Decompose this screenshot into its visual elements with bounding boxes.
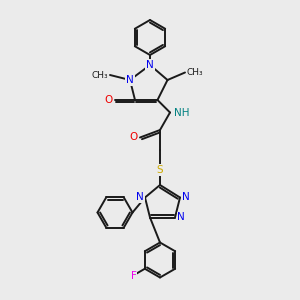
Text: NH: NH bbox=[174, 107, 189, 118]
Text: N: N bbox=[126, 75, 134, 85]
Text: N: N bbox=[178, 212, 185, 223]
Text: N: N bbox=[182, 193, 190, 202]
Text: CH₃: CH₃ bbox=[187, 68, 203, 77]
Text: O: O bbox=[105, 95, 113, 105]
Text: CH₃: CH₃ bbox=[92, 70, 108, 80]
Text: O: O bbox=[130, 133, 138, 142]
Text: S: S bbox=[157, 165, 163, 175]
Text: N: N bbox=[136, 193, 144, 202]
Text: N: N bbox=[146, 60, 154, 70]
Text: F: F bbox=[131, 271, 137, 281]
